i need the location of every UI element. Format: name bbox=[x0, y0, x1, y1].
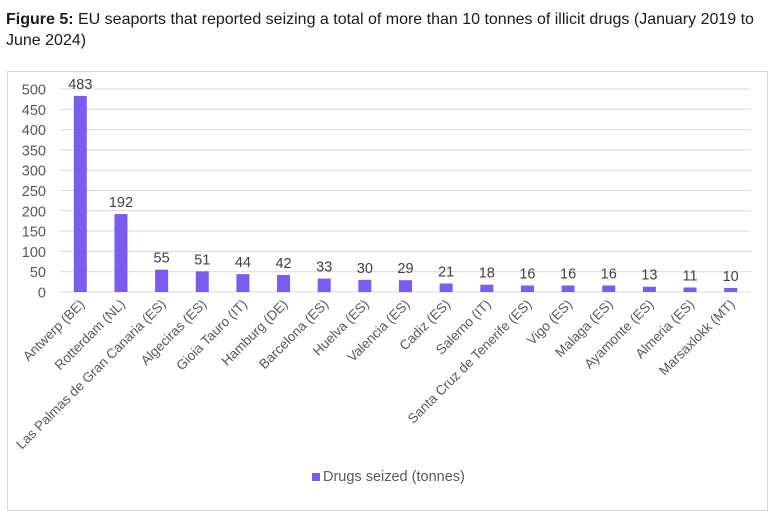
bar bbox=[602, 285, 616, 292]
x-tick-label: Rotterdam (NL) bbox=[52, 297, 128, 373]
bar bbox=[724, 287, 738, 292]
y-tick-label: 350 bbox=[22, 143, 46, 159]
y-tick-label: 50 bbox=[30, 265, 46, 281]
bar bbox=[195, 271, 209, 292]
figure-label: Figure 5: bbox=[6, 11, 74, 28]
y-tick-label: 300 bbox=[22, 164, 46, 180]
data-label: 29 bbox=[397, 261, 413, 277]
y-tick-label: 0 bbox=[38, 286, 46, 302]
bar bbox=[114, 214, 128, 292]
data-label: 21 bbox=[438, 264, 454, 280]
x-tick-label: Las Palmas de Gran Canaria (ES) bbox=[13, 297, 168, 452]
y-tick-label: 100 bbox=[22, 245, 46, 261]
data-label: 483 bbox=[68, 77, 92, 93]
x-tick-label: Gioia Tauro (IT) bbox=[173, 297, 250, 374]
legend-label: Drugs seized (tonnes) bbox=[323, 469, 465, 485]
bar bbox=[73, 95, 87, 292]
data-label: 33 bbox=[316, 260, 332, 276]
y-tick-label: 250 bbox=[22, 184, 46, 200]
data-label: 10 bbox=[723, 269, 739, 285]
y-tick-label: 500 bbox=[22, 83, 46, 99]
data-label: 16 bbox=[601, 267, 617, 283]
figure-title: Figure 5: EU seaports that reported seiz… bbox=[6, 9, 766, 51]
x-tick-label: Barcelona (ES) bbox=[256, 297, 331, 372]
data-label: 13 bbox=[641, 268, 657, 284]
bar bbox=[520, 285, 534, 292]
data-label: 30 bbox=[357, 261, 373, 277]
data-label: 11 bbox=[682, 269, 697, 285]
bar bbox=[277, 274, 291, 292]
bar bbox=[399, 280, 412, 292]
bar bbox=[561, 285, 575, 292]
data-label: 16 bbox=[560, 267, 576, 283]
bar bbox=[317, 278, 331, 292]
y-tick-label: 200 bbox=[22, 204, 46, 220]
data-label: 55 bbox=[154, 251, 170, 267]
bar bbox=[642, 286, 656, 292]
legend-swatch bbox=[312, 473, 320, 481]
data-label: 18 bbox=[479, 266, 495, 282]
bar bbox=[236, 274, 250, 292]
data-label: 16 bbox=[519, 267, 535, 283]
bar bbox=[439, 283, 453, 292]
y-tick-label: 400 bbox=[22, 123, 46, 139]
bar bbox=[358, 279, 372, 292]
data-label: 51 bbox=[194, 252, 210, 268]
y-tick-label: 150 bbox=[22, 225, 46, 241]
data-label: 192 bbox=[109, 195, 133, 211]
bar bbox=[683, 287, 697, 292]
x-tick-label: Marsaxlokk (MT) bbox=[656, 297, 738, 379]
legend: Drugs seized (tonnes) bbox=[312, 469, 465, 485]
data-label: 42 bbox=[275, 256, 291, 272]
bar bbox=[155, 269, 169, 292]
bar bbox=[480, 284, 494, 292]
y-tick-label: 450 bbox=[22, 103, 46, 119]
data-label: 44 bbox=[235, 255, 251, 271]
figure-caption: EU seaports that reported seizing a tota… bbox=[6, 11, 754, 49]
